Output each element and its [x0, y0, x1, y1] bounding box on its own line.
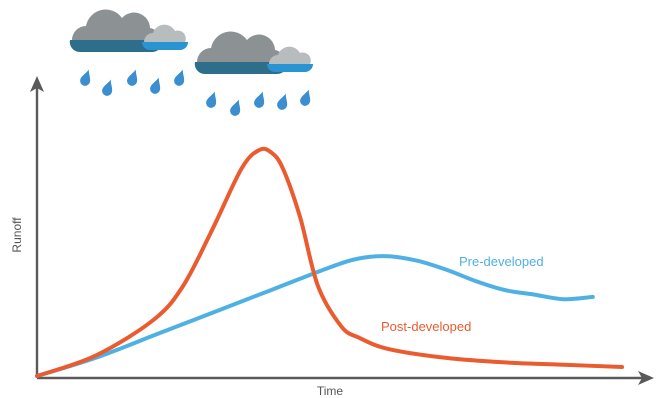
cloud-right-small-body	[267, 64, 313, 72]
rain-clouds-illustration	[69, 9, 313, 116]
cloud-left-small-body	[142, 42, 188, 50]
cloud-right-back	[197, 31, 286, 62]
series-line-pre-developed	[35, 254, 595, 378]
cloud-right-small-top	[269, 46, 311, 64]
x-axis-arrowhead	[638, 371, 654, 385]
cloud-right-body	[194, 62, 288, 75]
series-line-post-developed	[35, 146, 624, 378]
cloud-left-back	[72, 9, 161, 41]
rain-drop-left-3	[150, 77, 161, 94]
y-axis-arrowhead	[30, 76, 44, 92]
rain-drop-right-2	[254, 91, 265, 108]
rain-drop-right-0	[206, 91, 217, 108]
rain-drop-right-1	[230, 99, 241, 116]
y-axis-title: Runoff	[10, 217, 24, 253]
cloud-left-small-top	[144, 24, 186, 42]
rain-drop-right-4	[300, 89, 311, 106]
rain-drop-left-0	[80, 69, 91, 86]
rain-drop-right-3	[277, 93, 288, 110]
x-axis-title: Time	[317, 384, 344, 398]
rain-drop-left-1	[102, 79, 113, 96]
rain-drop-left-2	[127, 69, 138, 86]
series-label-pre-developed: Pre-developed	[459, 254, 544, 269]
rain-drop-left-4	[174, 69, 185, 86]
series-label-post-developed: Post-developed	[381, 319, 471, 334]
cloud-left-body	[69, 40, 163, 53]
